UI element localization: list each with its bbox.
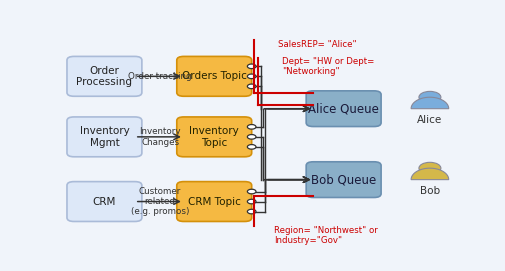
FancyBboxPatch shape [306,91,380,127]
Text: CRM: CRM [92,196,116,207]
Circle shape [247,84,256,89]
Circle shape [247,64,256,69]
FancyBboxPatch shape [176,182,251,221]
Circle shape [418,91,440,103]
Circle shape [247,125,256,129]
Text: Customer
related
(e.g. promos): Customer related (e.g. promos) [131,187,189,217]
Circle shape [247,144,256,149]
Text: Bob Queue: Bob Queue [311,173,376,186]
Text: Order
Processing: Order Processing [76,66,132,87]
Text: Region= "Northwest" or
Industry="Gov": Region= "Northwest" or Industry="Gov" [274,225,377,245]
Circle shape [247,135,256,139]
Text: Inventory
Changes: Inventory Changes [139,127,180,147]
Polygon shape [410,168,448,180]
Circle shape [247,199,256,204]
Text: CRM Topic: CRM Topic [187,196,240,207]
Text: Inventory
Mgmt: Inventory Mgmt [79,126,129,148]
Text: Order tracking: Order tracking [128,72,191,81]
Text: Alice: Alice [417,115,442,125]
Text: Orders Topic: Orders Topic [181,71,246,81]
Text: SalesREP= "Alice": SalesREP= "Alice" [278,40,356,49]
FancyBboxPatch shape [67,56,141,96]
FancyBboxPatch shape [176,117,251,157]
FancyBboxPatch shape [67,182,141,221]
FancyBboxPatch shape [176,56,251,96]
Text: Dept= "HW or Dept=
"Networking": Dept= "HW or Dept= "Networking" [281,57,374,76]
Circle shape [247,189,256,194]
FancyBboxPatch shape [306,162,380,198]
FancyBboxPatch shape [67,117,141,157]
Circle shape [247,74,256,79]
Circle shape [418,162,440,174]
Text: Inventory
Topic: Inventory Topic [189,126,239,148]
Text: Bob: Bob [419,186,439,196]
Polygon shape [410,97,448,109]
Text: Alice Queue: Alice Queue [308,102,378,115]
Circle shape [247,209,256,214]
